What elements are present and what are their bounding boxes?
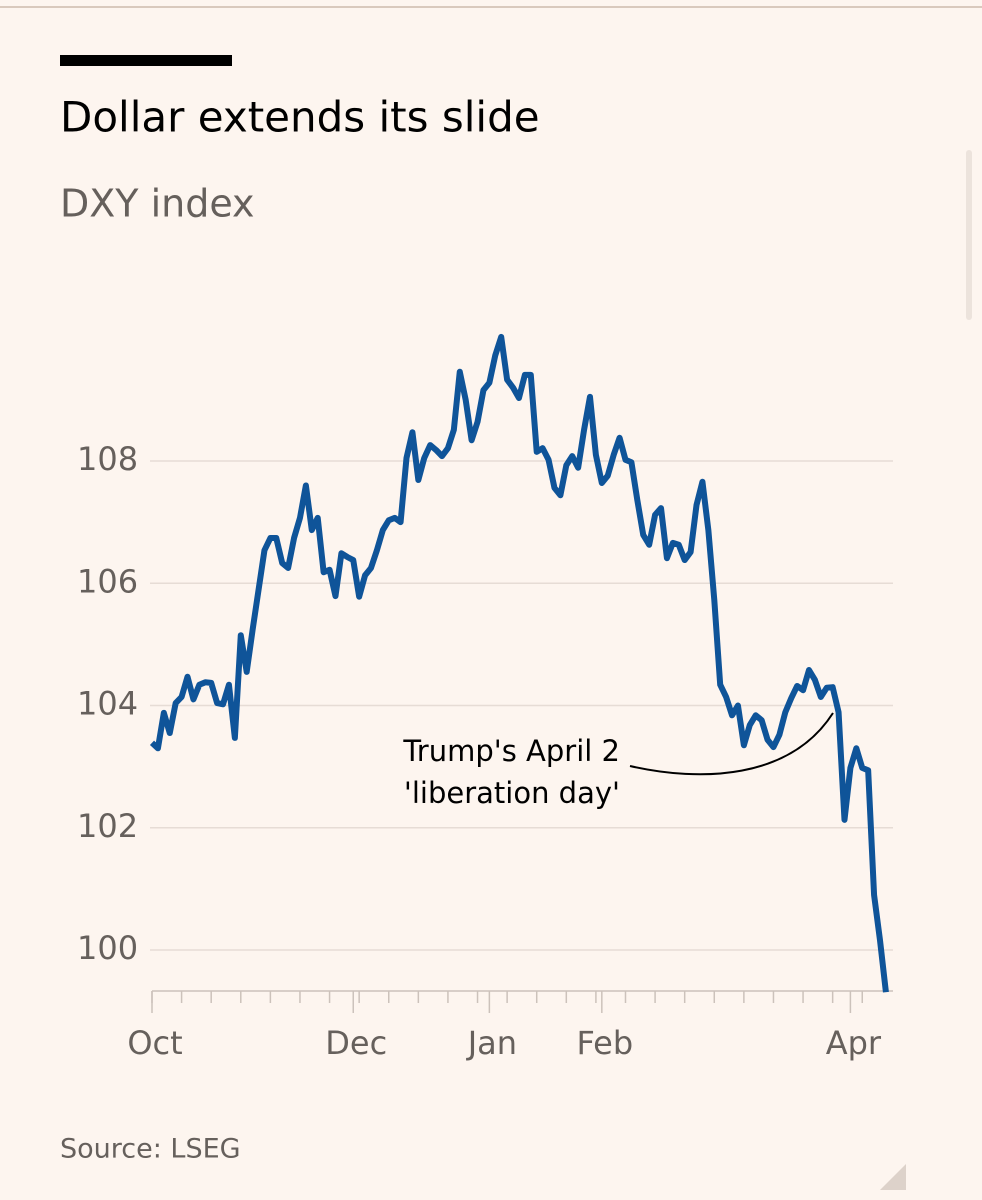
y-tick-label: 100 [77, 929, 138, 967]
chart-title: Dollar extends its slide [60, 93, 540, 142]
x-tick-label: Jan [466, 1024, 517, 1062]
title-bar [60, 55, 232, 66]
x-tick-label: Dec [325, 1024, 387, 1062]
resize-corner [880, 1164, 906, 1190]
data-line [149, 333, 889, 993]
y-tick-label: 102 [77, 807, 138, 845]
chart-subtitle: DXY index [60, 182, 255, 226]
scrollbar [966, 150, 972, 320]
x-tick-label: Oct [127, 1024, 182, 1062]
y-tick-label: 104 [77, 685, 138, 723]
source: Source: LSEG [60, 1134, 241, 1165]
y-tick-label: 108 [77, 440, 138, 478]
y-tick-label: 106 [77, 562, 138, 600]
x-tick-label: Apr [826, 1024, 882, 1062]
annotation-text: Trump's April 2 [402, 734, 620, 768]
x-tick-label: Feb [576, 1024, 633, 1062]
annotation-connector [629, 712, 834, 776]
annotation-text: 'liberation day' [404, 776, 620, 810]
